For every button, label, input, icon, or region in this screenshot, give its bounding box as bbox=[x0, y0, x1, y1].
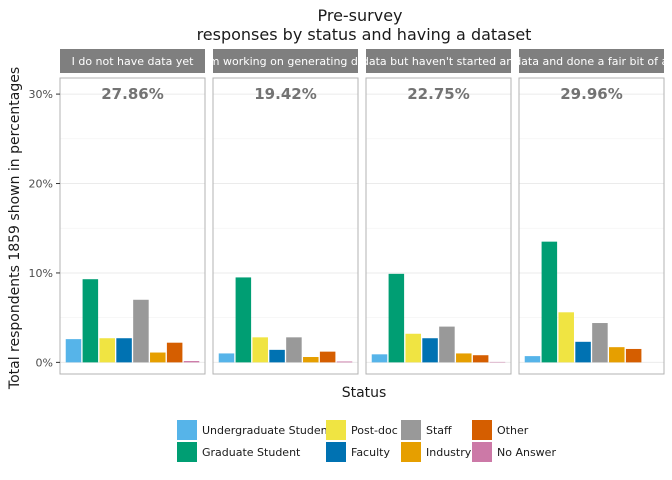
bar-post-doc bbox=[252, 337, 268, 363]
bar-undergraduate-student bbox=[65, 339, 82, 363]
bar-post-doc bbox=[558, 312, 574, 363]
bar-staff bbox=[133, 299, 149, 363]
bar-faculty bbox=[116, 338, 132, 363]
legend-label: Staff bbox=[426, 424, 452, 437]
bar-industry bbox=[609, 347, 625, 363]
facet-strip bbox=[213, 49, 358, 73]
legend: Undergraduate Student Graduate Student Pos… bbox=[177, 420, 556, 462]
y-tick-label: 30% bbox=[29, 88, 53, 101]
legend-swatch bbox=[326, 420, 346, 440]
panel-total-label: 27.86% bbox=[101, 85, 163, 103]
legend-item-faculty: Faculty bbox=[326, 442, 390, 462]
facet-panel: I do not have data yet 27.86% bbox=[59, 49, 206, 375]
bar-other bbox=[625, 348, 642, 363]
facet-panel: I am working on generating data 19.42% bbox=[195, 49, 375, 375]
bar-other bbox=[166, 342, 183, 363]
legend-item-staff: Staff bbox=[401, 420, 452, 440]
bar-no-answer bbox=[336, 361, 353, 363]
facet-strip bbox=[366, 49, 511, 73]
y-axis-title: Total respondents 1859 shown in percenta… bbox=[7, 67, 23, 390]
bar-graduate-student bbox=[82, 279, 99, 363]
legend-swatch bbox=[472, 420, 492, 440]
legend-item-other: Other bbox=[472, 420, 529, 440]
bar-other bbox=[319, 351, 336, 363]
panel-border bbox=[59, 77, 206, 375]
bar-post-doc bbox=[99, 338, 115, 363]
legend-swatch bbox=[177, 420, 197, 440]
panel-total-label: 22.75% bbox=[407, 85, 469, 103]
legend-label: Industry bbox=[426, 446, 472, 459]
bar-faculty bbox=[269, 349, 285, 363]
bar-graduate-student bbox=[235, 277, 252, 363]
bar-staff bbox=[592, 323, 608, 363]
bar-undergraduate-student bbox=[218, 353, 235, 363]
bar-other bbox=[472, 355, 489, 363]
bar-no-answer bbox=[183, 361, 200, 363]
facet-strip-label: I have data but haven't started analyzin… bbox=[325, 55, 553, 68]
legend-label: No Answer bbox=[497, 446, 556, 459]
y-tick-label: 10% bbox=[29, 267, 53, 280]
chart-subtitle: responses by status and having a dataset bbox=[197, 25, 532, 44]
legend-item-industry: Industry bbox=[401, 442, 472, 462]
panel-background bbox=[213, 78, 358, 374]
panel-total-label: 19.42% bbox=[254, 85, 316, 103]
bar-industry bbox=[456, 353, 472, 363]
legend-label: Undergraduate Student bbox=[202, 424, 333, 437]
bar-undergraduate-student bbox=[524, 356, 541, 363]
facet-strip-label: I do not have data yet bbox=[72, 55, 194, 68]
legend-item-undergraduate-student: Undergraduate Student bbox=[177, 420, 333, 440]
legend-item-no-answer: No Answer bbox=[472, 442, 556, 462]
bar-faculty bbox=[575, 341, 591, 363]
bar-undergraduate-student bbox=[371, 354, 388, 363]
facet-panel: I have data but haven't started analyzin… bbox=[325, 49, 553, 375]
panel-border bbox=[365, 77, 512, 375]
panel-background bbox=[519, 78, 664, 374]
legend-swatch bbox=[401, 442, 421, 462]
legend-swatch bbox=[401, 420, 421, 440]
y-tick-label: 20% bbox=[29, 178, 53, 191]
facet-strip bbox=[60, 49, 205, 73]
bar-graduate-student bbox=[541, 241, 558, 363]
facet-strip bbox=[519, 49, 664, 73]
legend-item-graduate-student: Graduate Student bbox=[177, 442, 301, 462]
legend-item-post-doc: Post-doc bbox=[326, 420, 398, 440]
legend-swatch bbox=[326, 442, 346, 462]
legend-swatch bbox=[472, 442, 492, 462]
bar-staff bbox=[286, 337, 302, 363]
facet-panel: I have data and done a fair bit of analy… bbox=[477, 49, 672, 375]
x-axis-title: Status bbox=[342, 385, 387, 401]
bar-industry bbox=[303, 357, 319, 363]
panel-background bbox=[366, 78, 511, 374]
panel-border bbox=[212, 77, 359, 375]
panel-background bbox=[60, 78, 205, 374]
facet-strip-label: I am working on generating data bbox=[195, 55, 375, 68]
bar-post-doc bbox=[405, 333, 421, 363]
bar-faculty bbox=[422, 338, 438, 363]
bar-graduate-student bbox=[388, 273, 405, 363]
legend-label: Faculty bbox=[351, 446, 390, 459]
legend-label: Graduate Student bbox=[202, 446, 301, 459]
bar-staff bbox=[439, 326, 455, 363]
panel-border bbox=[518, 77, 665, 375]
chart-title: Pre-survey bbox=[317, 6, 402, 25]
legend-label: Post-doc bbox=[351, 424, 398, 437]
y-tick-label: 0% bbox=[36, 356, 53, 369]
legend-swatch bbox=[177, 442, 197, 462]
facet-strip-label: I have data and done a fair bit of analy… bbox=[477, 55, 672, 68]
y-axis: 0% 10% 20% 30% bbox=[29, 88, 60, 369]
facet-panels: I do not have data yet 27.86% I am working… bbox=[59, 49, 672, 375]
bar-industry bbox=[150, 352, 166, 363]
legend-label: Other bbox=[497, 424, 529, 437]
panel-total-label: 29.96% bbox=[560, 85, 622, 103]
